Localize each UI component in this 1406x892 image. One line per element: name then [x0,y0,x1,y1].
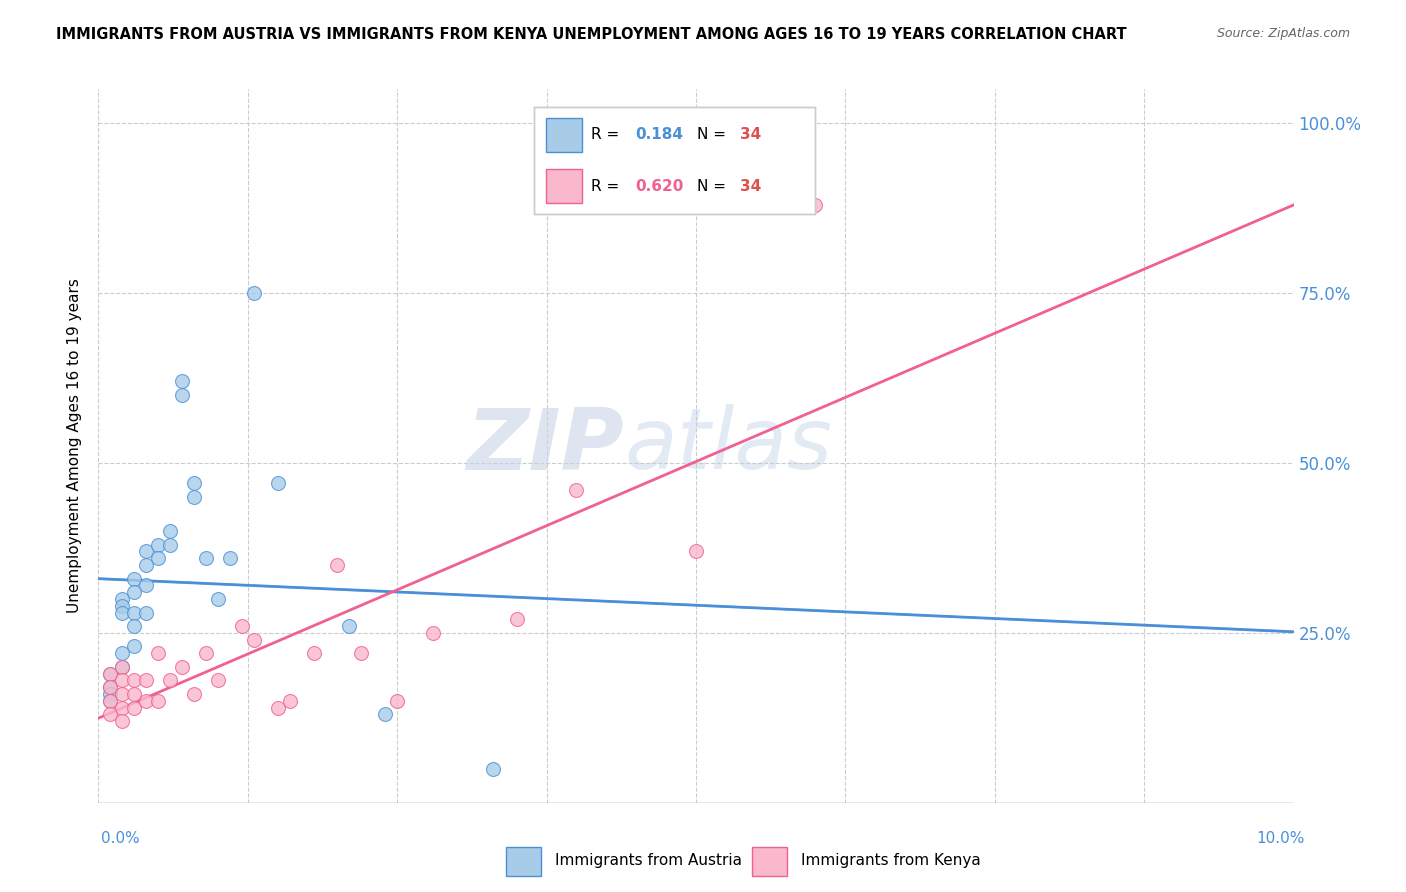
Point [278,694,301,708]
Point [172,660,194,674]
Point [195,646,218,660]
Point [100,687,122,701]
Point [339,619,360,633]
Point [183,687,205,701]
Text: 0.620: 0.620 [636,178,683,194]
Text: 0.0%: 0.0% [101,831,141,846]
Point [350,646,373,660]
Text: N =: N = [697,128,731,143]
Point [135,544,157,558]
Point [385,694,409,708]
Point [111,673,134,688]
Point [231,619,253,633]
Point [135,558,157,572]
Point [100,680,122,694]
Point [302,646,325,660]
Text: 34: 34 [740,178,761,194]
Text: Immigrants from Kenya: Immigrants from Kenya [801,854,981,868]
Point [183,490,205,504]
Point [100,694,122,708]
Point [243,286,266,301]
Text: R =: R = [591,128,624,143]
Point [804,198,827,212]
Point [135,606,157,620]
Point [124,640,146,654]
Point [183,476,205,491]
Point [111,714,134,729]
Point [172,388,194,402]
Text: N =: N = [697,178,731,194]
Text: 34: 34 [740,128,761,143]
Text: 0.184: 0.184 [636,128,683,143]
Point [267,700,290,714]
Point [422,626,444,640]
Point [124,572,146,586]
Point [326,558,349,572]
Point [100,707,122,722]
Point [124,700,146,714]
Point [243,632,266,647]
Point [506,612,529,626]
Point [219,551,242,566]
Point [159,524,181,538]
Point [207,673,229,688]
Y-axis label: Unemployment Among Ages 16 to 19 years: Unemployment Among Ages 16 to 19 years [67,278,83,614]
Point [124,606,146,620]
Point [135,673,157,688]
Point [207,591,229,606]
Text: R =: R = [591,178,624,194]
Point [111,700,134,714]
Point [100,666,122,681]
FancyBboxPatch shape [546,169,582,203]
Point [111,660,134,674]
Point [148,646,170,660]
Point [159,537,181,551]
Text: atlas: atlas [624,404,832,488]
Point [100,666,122,681]
Point [100,680,122,694]
Point [172,375,194,389]
Point [111,646,134,660]
Point [124,673,146,688]
Point [124,687,146,701]
Point [481,762,505,776]
FancyBboxPatch shape [546,118,582,152]
Point [111,606,134,620]
Text: Immigrants from Austria: Immigrants from Austria [555,854,742,868]
Point [148,537,170,551]
Text: IMMIGRANTS FROM AUSTRIA VS IMMIGRANTS FROM KENYA UNEMPLOYMENT AMONG AGES 16 TO 1: IMMIGRANTS FROM AUSTRIA VS IMMIGRANTS FR… [56,27,1126,42]
Point [111,687,134,701]
Point [148,694,170,708]
Point [111,660,134,674]
Point [159,673,181,688]
Point [111,599,134,613]
Point [135,694,157,708]
Point [100,694,122,708]
Point [195,551,218,566]
FancyBboxPatch shape [752,847,787,876]
Point [124,619,146,633]
Point [374,707,396,722]
Point [124,585,146,599]
Point [267,476,290,491]
Point [685,544,707,558]
Point [148,551,170,566]
Point [565,483,588,498]
Point [111,591,134,606]
FancyBboxPatch shape [506,847,541,876]
Text: ZIP: ZIP [467,404,624,488]
Text: Source: ZipAtlas.com: Source: ZipAtlas.com [1216,27,1350,40]
Point [135,578,157,592]
Text: 10.0%: 10.0% [1257,831,1305,846]
